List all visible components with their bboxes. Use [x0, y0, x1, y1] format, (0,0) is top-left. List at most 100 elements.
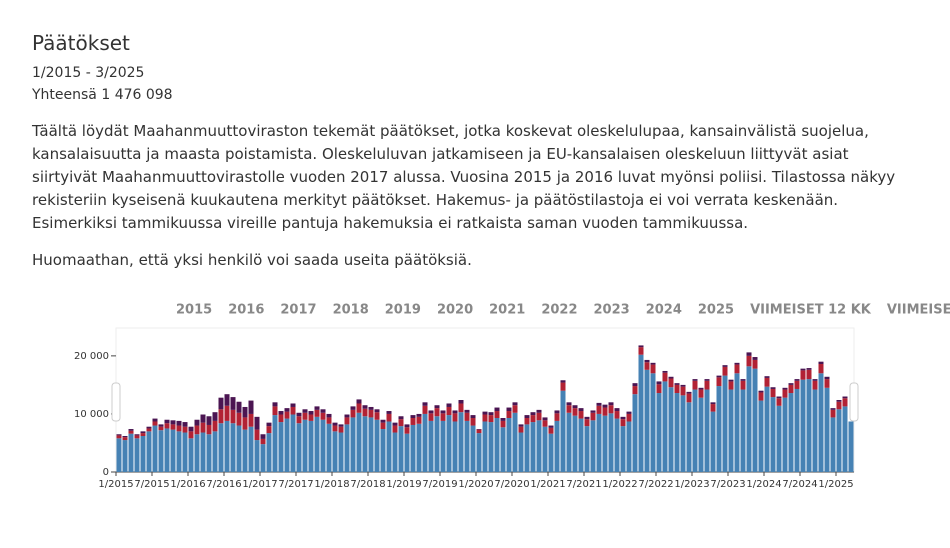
- bar-segment: [458, 400, 464, 404]
- bar-segment: [404, 427, 410, 434]
- bar-segment: [578, 411, 584, 419]
- bar-segment: [272, 415, 278, 472]
- bar-segment: [506, 418, 512, 472]
- bar-segment: [482, 421, 488, 472]
- bar-segment: [140, 436, 146, 472]
- bar-segment: [572, 408, 578, 416]
- bar-segment: [290, 414, 296, 472]
- bar-segment: [608, 402, 614, 406]
- bar-segment: [260, 444, 266, 472]
- bar-segment: [542, 426, 548, 472]
- range-button[interactable]: 2024: [646, 303, 682, 318]
- bar-segment: [314, 409, 320, 417]
- range-button[interactable]: 2015: [176, 303, 212, 318]
- bar-segment: [320, 409, 326, 413]
- bar-segment: [224, 394, 230, 406]
- bar-segment: [644, 369, 650, 472]
- range-button[interactable]: 2021: [489, 303, 525, 318]
- range-button[interactable]: 2020: [437, 303, 473, 318]
- bar-segment: [212, 412, 218, 421]
- bar-segment: [716, 375, 722, 378]
- bar-segment: [614, 408, 620, 412]
- bar-segment: [158, 430, 164, 472]
- bar-segment: [752, 359, 758, 369]
- bar-segment: [668, 378, 674, 388]
- bar-segment: [374, 419, 380, 472]
- bar-segment: [704, 389, 710, 472]
- bar-segment: [542, 420, 548, 427]
- range-button[interactable]: 2022: [541, 303, 577, 318]
- bar-segment: [746, 352, 752, 356]
- bar-segment: [788, 393, 794, 472]
- bar-segment: [248, 400, 254, 414]
- bar-segment: [800, 370, 806, 380]
- bar-segment: [134, 434, 140, 436]
- bar-segment: [416, 423, 422, 472]
- bar-segment: [662, 370, 668, 373]
- range-handle[interactable]: [849, 382, 859, 422]
- bar-segment: [128, 433, 134, 472]
- bar-segment: [650, 362, 656, 365]
- bar-segment: [590, 420, 596, 472]
- bar-segment: [344, 414, 350, 418]
- bar-segment: [614, 418, 620, 472]
- bar-segment: [836, 401, 842, 410]
- bar-segment: [434, 416, 440, 472]
- bar-segment: [548, 433, 554, 472]
- bar-segment: [542, 417, 548, 421]
- bar-segment: [236, 425, 242, 472]
- range-button[interactable]: 2018: [333, 303, 369, 318]
- bar-segment: [650, 364, 656, 374]
- bar-segment: [230, 409, 236, 424]
- bar-segment: [596, 405, 602, 414]
- range-button[interactable]: 2023: [594, 303, 630, 318]
- bar-segment: [722, 365, 728, 367]
- bar-segment: [230, 423, 236, 472]
- bar-segment: [524, 415, 530, 418]
- bar-segment: [494, 407, 500, 412]
- bar-segment: [344, 417, 350, 425]
- bar-segment: [338, 426, 344, 433]
- bar-segment: [518, 432, 524, 472]
- range-button[interactable]: VIIMEISET 12 KK: [750, 303, 872, 318]
- bar-segment: [320, 412, 326, 420]
- bar-segment: [638, 347, 644, 355]
- bar-segment: [734, 362, 740, 365]
- bar-segment: [800, 368, 806, 371]
- bar-segment: [662, 372, 668, 382]
- bar-segment: [446, 403, 452, 407]
- bar-segment: [344, 424, 350, 472]
- bar-segment: [470, 425, 476, 472]
- bar-segment: [326, 413, 332, 418]
- bar-segment: [686, 402, 692, 472]
- bar-segment: [188, 426, 194, 432]
- bar-segment: [596, 413, 602, 472]
- bar-segment: [122, 436, 128, 438]
- bar-segment: [458, 412, 464, 472]
- range-button[interactable]: VIIMEISET 6 KK: [887, 303, 950, 318]
- bar-segment: [296, 416, 302, 424]
- bar-segment: [194, 419, 200, 426]
- range-button[interactable]: 2025: [698, 303, 734, 318]
- bar-segment: [656, 384, 662, 394]
- bar-segment: [176, 420, 182, 426]
- range-button[interactable]: 2016: [228, 303, 264, 318]
- bar-segment: [386, 411, 392, 414]
- bar-segment: [782, 397, 788, 472]
- bar-segment: [326, 423, 332, 472]
- range-button[interactable]: 2017: [280, 303, 316, 318]
- range-button[interactable]: 2019: [385, 303, 421, 318]
- bar-segment: [578, 418, 584, 472]
- range-handle[interactable]: [111, 382, 121, 422]
- bar-segment: [674, 384, 680, 394]
- bar-segment: [338, 424, 344, 427]
- bar-segment: [842, 396, 848, 399]
- bar-segment: [782, 387, 788, 390]
- bar-segment: [494, 418, 500, 472]
- bar-segment: [602, 404, 608, 408]
- bar-segment: [602, 415, 608, 472]
- bar-segment: [482, 411, 488, 415]
- bar-segment: [758, 400, 764, 472]
- bar-segment: [722, 375, 728, 472]
- bar-segment: [212, 420, 218, 432]
